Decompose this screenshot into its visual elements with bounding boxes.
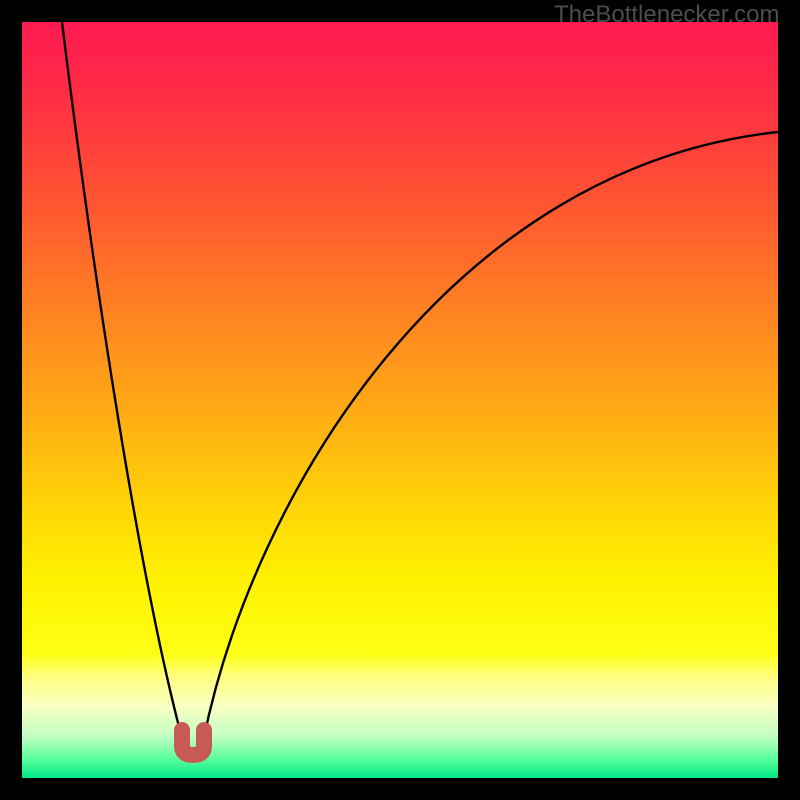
attribution-text: TheBottlenecker.com <box>554 1 779 29</box>
bottleneck-path <box>62 22 778 749</box>
plot-area <box>22 22 778 778</box>
bottleneck-curve <box>22 22 778 778</box>
min-marker <box>182 730 204 755</box>
